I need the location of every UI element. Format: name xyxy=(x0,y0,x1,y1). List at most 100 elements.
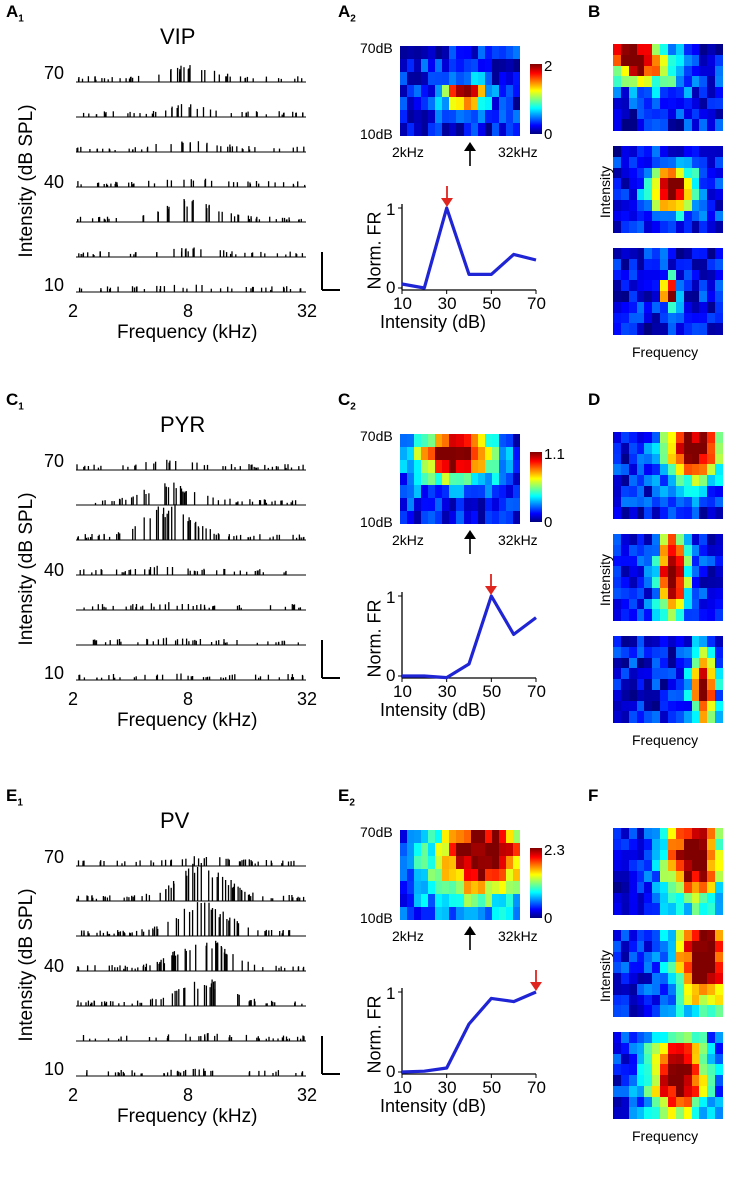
heatmap-cell xyxy=(675,849,685,861)
heatmap-cell xyxy=(414,881,422,895)
heatmap-cell xyxy=(660,269,669,281)
heatmap-cell xyxy=(691,711,700,723)
heatmap-cell xyxy=(668,700,677,712)
raster-ytick-10: 10 xyxy=(44,275,65,295)
heatmap-cell xyxy=(683,291,693,303)
heatmap-cell xyxy=(652,432,661,444)
heatmap-cell xyxy=(644,544,653,556)
colorbar-max: 1.1 xyxy=(544,446,565,463)
heatmap-cell xyxy=(407,110,415,124)
heatmap-cell xyxy=(668,1032,677,1044)
heatmap-cell xyxy=(636,566,645,578)
heatmap-cell xyxy=(691,269,700,281)
heatmap-cell xyxy=(477,71,486,86)
heatmap-cell xyxy=(707,636,716,648)
heatmap-cell xyxy=(707,860,716,872)
heatmap-cell xyxy=(613,881,622,893)
heatmap-cell xyxy=(715,860,724,872)
heatmap-cell xyxy=(407,511,415,525)
heatmap-cell xyxy=(620,1064,630,1076)
example-heatmap-3 xyxy=(613,248,724,335)
heatmap-cell xyxy=(613,711,622,723)
heatmap-cell xyxy=(675,442,685,454)
heatmap-cell xyxy=(675,76,685,88)
heatmap-cell xyxy=(707,301,716,313)
heatmap-cell xyxy=(428,498,436,512)
heatmap-cell xyxy=(400,485,408,499)
heatmap-cell xyxy=(668,609,677,621)
heatmap-cell xyxy=(428,842,436,857)
heatmap-cell xyxy=(644,962,653,974)
heatmap-cell xyxy=(613,475,622,487)
heatmap-cell xyxy=(683,636,693,648)
heatmap-cell xyxy=(636,280,645,292)
heatmap-cell xyxy=(644,1075,653,1087)
heatmap-cell xyxy=(652,507,661,519)
heatmap-cell xyxy=(613,679,622,691)
heatmap-cell xyxy=(613,258,622,270)
heatmap-label-top: 70dB xyxy=(360,824,393,840)
heatmap-cell xyxy=(707,199,716,211)
heatmap-cell xyxy=(660,221,669,233)
heatmap-cell xyxy=(715,636,724,648)
heatmap-cell xyxy=(691,485,700,497)
heatmap-cell xyxy=(660,248,669,260)
heatmap-cell xyxy=(675,892,685,904)
heatmap-cell xyxy=(675,1096,685,1108)
heatmap-cell xyxy=(675,1042,685,1054)
heatmap-cell xyxy=(620,636,630,648)
heatmap-cell xyxy=(636,323,645,335)
heatmap-cell xyxy=(613,323,622,335)
heatmap-cell xyxy=(414,110,422,124)
example-heatmap-2 xyxy=(613,930,724,1017)
heatmap-cell xyxy=(683,312,693,324)
heatmap-cell xyxy=(414,123,422,137)
heatmap-cell xyxy=(660,1042,669,1054)
heatmap-cell xyxy=(620,828,630,840)
heatmap-cell xyxy=(628,1005,638,1017)
heatmap-cell xyxy=(691,1053,700,1065)
heatmap-cell xyxy=(636,609,645,621)
heatmap-cell xyxy=(715,119,724,131)
heatmap-cell xyxy=(628,994,638,1006)
heatmap-cell xyxy=(620,97,630,109)
heatmap-cell xyxy=(463,881,472,895)
heatmap-label-top: 70dB xyxy=(360,428,393,444)
heatmap-cell xyxy=(691,657,700,669)
heatmap-cell xyxy=(652,1107,661,1119)
heatmap-cell xyxy=(691,280,700,292)
heatmap-cell xyxy=(505,907,514,921)
heatmap-cell xyxy=(683,507,693,519)
heatmap-cell xyxy=(707,76,716,88)
raster-xtick-32: 32 xyxy=(297,301,318,321)
fr-xtick-0: 10 xyxy=(393,1078,412,1097)
heatmap-cell xyxy=(691,301,700,313)
heatmap-cell xyxy=(628,54,638,66)
heatmap-cell xyxy=(613,689,622,701)
heatmap-cell xyxy=(691,973,700,985)
heatmap-cell xyxy=(644,1053,653,1065)
heatmap-cell xyxy=(628,700,638,712)
heatmap-cell xyxy=(620,951,630,963)
heatmap-cell xyxy=(636,1042,645,1054)
heatmap-cell xyxy=(407,84,415,98)
heatmap-cell xyxy=(407,71,415,86)
heatmap-cell xyxy=(512,868,521,882)
heatmap-cell xyxy=(636,301,645,313)
heatmap-cell xyxy=(613,892,622,904)
heatmap-cell xyxy=(620,87,630,99)
raster-ytick-70: 70 xyxy=(44,63,65,83)
heatmap-cell xyxy=(463,907,472,921)
heatmap-cell xyxy=(660,892,669,904)
heatmap-cell xyxy=(675,65,685,77)
heatmap-cell xyxy=(400,459,408,474)
heatmap-cell xyxy=(628,189,638,201)
panel-label-C2: C2 xyxy=(338,390,356,412)
heatmap-cell xyxy=(660,1053,669,1065)
heatmap-cell xyxy=(636,828,645,840)
heatmap-cell xyxy=(414,511,422,525)
heatmap-cell xyxy=(442,58,450,73)
heatmap-cell xyxy=(715,930,724,942)
heatmap-cell xyxy=(668,432,677,444)
heatmap-cell xyxy=(644,323,653,335)
